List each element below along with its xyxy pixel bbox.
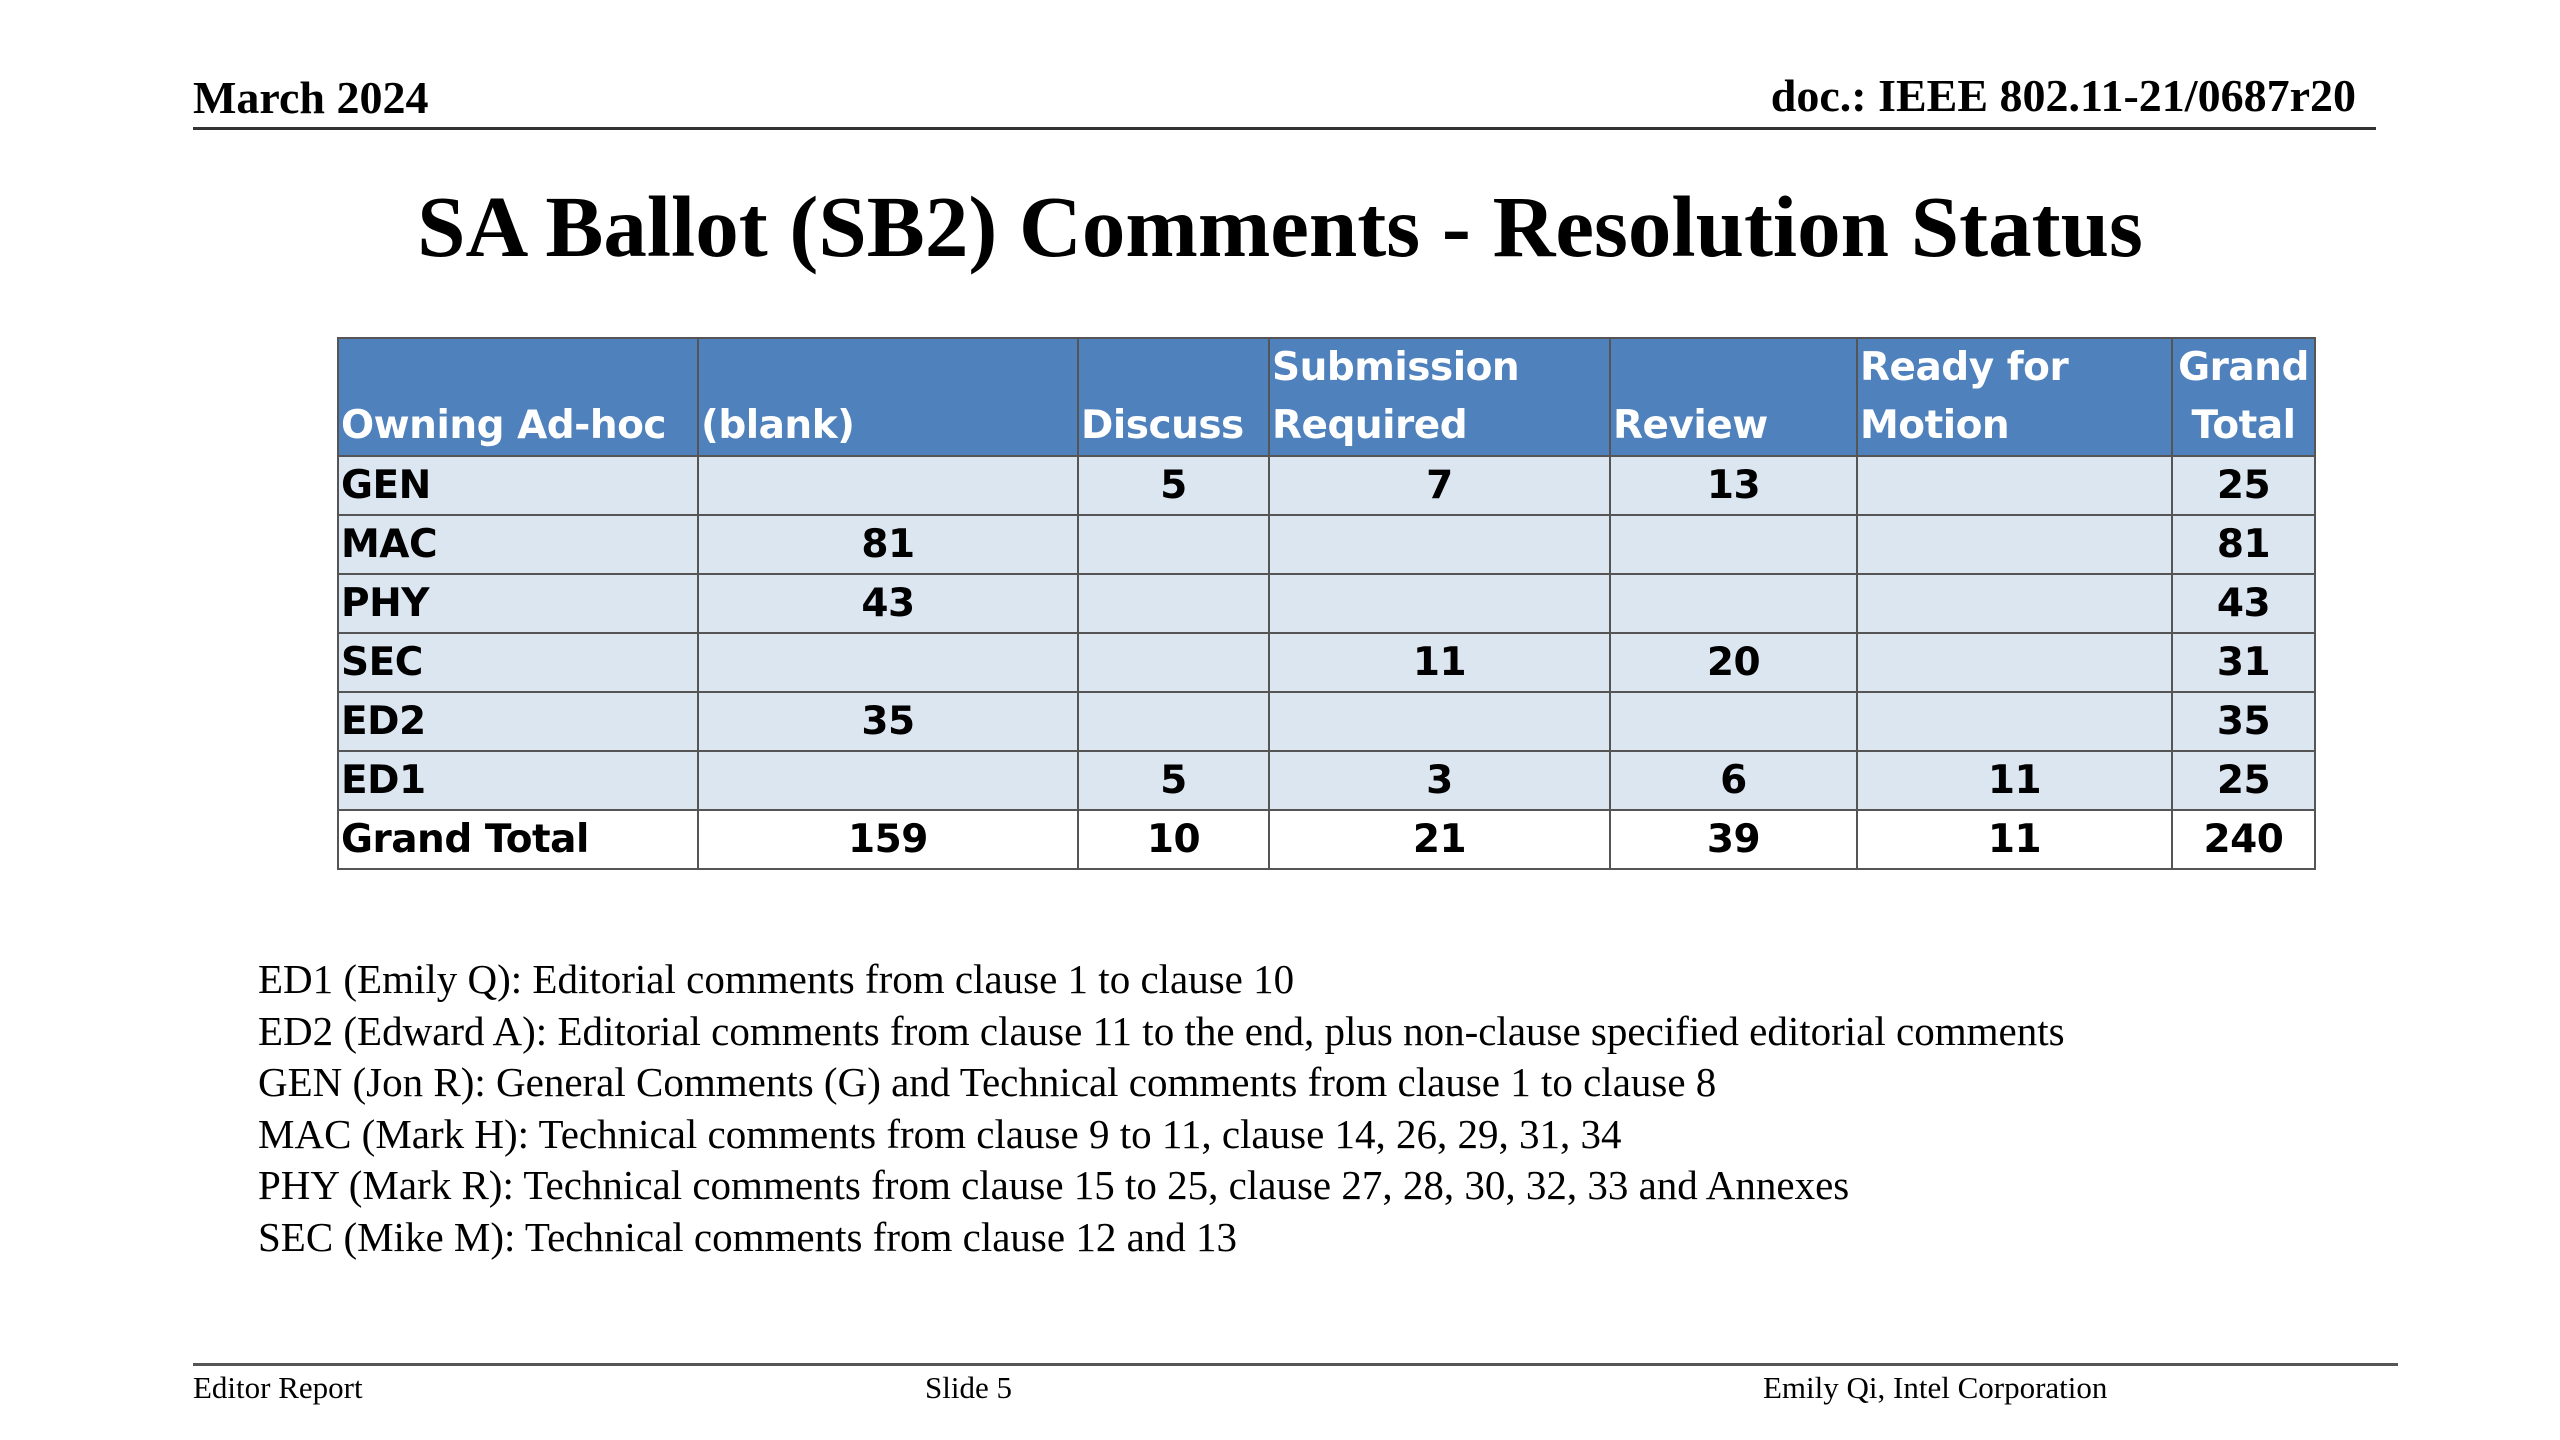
footer-author: Emily Qi, Intel Corporation (1763, 1370, 2108, 1405)
cell-grand-total: 240 (2171, 809, 2316, 870)
cell-discuss (1077, 514, 1270, 575)
row-label: SEC (337, 632, 699, 693)
cell-blank (697, 750, 1079, 811)
cell-submission: 7 (1268, 455, 1611, 516)
row-label: PHY (337, 573, 699, 634)
cell-review: 20 (1609, 632, 1858, 693)
header-doc-id: doc.: IEEE 802.11-21/0687r20 (1770, 70, 2356, 121)
cell-submission (1268, 514, 1611, 575)
cell-submission: 3 (1268, 750, 1611, 811)
cell-grand-total: 25 (2171, 750, 2316, 811)
resolution-status-table: Owning Ad-hoc (blank) Discuss Submission… (337, 337, 2316, 870)
header-review: Review (1609, 337, 1858, 457)
definition-line: PHY (Mark R): Technical comments from cl… (258, 1162, 1850, 1208)
cell-grand-total: 31 (2171, 632, 2316, 693)
table-row: GEN 5 7 13 25 (337, 455, 2316, 516)
header-ready-for-motion: Ready for Motion (1856, 337, 2173, 457)
cell-review (1609, 691, 1858, 752)
cell-blank: 159 (697, 809, 1079, 870)
cell-discuss: 10 (1077, 809, 1270, 870)
cell-submission: 21 (1268, 809, 1611, 870)
cell-review: 39 (1609, 809, 1858, 870)
cell-review: 13 (1609, 455, 1858, 516)
cell-discuss (1077, 573, 1270, 634)
cell-ready (1856, 514, 2173, 575)
cell-ready (1856, 691, 2173, 752)
cell-ready: 11 (1856, 809, 2173, 870)
table-row: PHY 43 43 (337, 573, 2316, 634)
cell-submission (1268, 691, 1611, 752)
cell-submission (1268, 573, 1611, 634)
cell-discuss (1077, 691, 1270, 752)
definition-line: GEN (Jon R): General Comments (G) and Te… (258, 1059, 1717, 1105)
cell-grand-total: 25 (2171, 455, 2316, 516)
header-divider (193, 127, 2376, 130)
cell-grand-total: 43 (2171, 573, 2316, 634)
table-header-row: Owning Ad-hoc (blank) Discuss Submission… (337, 337, 2316, 457)
cell-review (1609, 514, 1858, 575)
definition-line: MAC (Mark H): Technical comments from cl… (258, 1110, 1622, 1157)
header-date: March 2024 (193, 72, 429, 123)
header-blank: (blank) (697, 337, 1079, 457)
cell-ready (1856, 573, 2173, 634)
row-label: ED2 (337, 691, 699, 752)
cell-blank: 43 (697, 573, 1079, 634)
cell-ready (1856, 632, 2173, 693)
row-label: Grand Total (337, 809, 699, 870)
cell-ready: 11 (1856, 750, 2173, 811)
definition-line: ED2 (Edward A): Editorial comments from … (258, 1007, 2065, 1054)
table-row: MAC 81 81 (337, 514, 2316, 575)
slide-title: SA Ballot (SB2) Comments - Resolution St… (417, 178, 2143, 275)
table-row: ED2 35 35 (337, 691, 2316, 752)
definition-line: ED1 (Emily Q): Editorial comments from c… (258, 956, 1295, 1002)
footer-divider (193, 1363, 2398, 1366)
row-label: ED1 (337, 750, 699, 811)
grand-total-row: Grand Total 159 10 21 39 11 240 (337, 809, 2316, 870)
footer-report-name: Editor Report (193, 1370, 363, 1405)
cell-review (1609, 573, 1858, 634)
cell-discuss: 5 (1077, 455, 1270, 516)
table-row: ED1 5 3 6 11 25 (337, 750, 2316, 811)
cell-grand-total: 35 (2171, 691, 2316, 752)
header-submission-required: Submission Required (1268, 337, 1611, 457)
cell-blank (697, 632, 1079, 693)
cell-review: 6 (1609, 750, 1858, 811)
cell-grand-total: 81 (2171, 514, 2316, 575)
definition-line: SEC (Mike M): Technical comments from cl… (258, 1213, 1238, 1260)
cell-blank: 35 (697, 691, 1079, 752)
cell-submission: 11 (1268, 632, 1611, 693)
footer-slide-number: Slide 5 (925, 1370, 1012, 1405)
cell-blank: 81 (697, 514, 1079, 575)
header-discuss: Discuss (1077, 337, 1270, 457)
table-row: SEC 11 20 31 (337, 632, 2316, 693)
header-owning-adhoc: Owning Ad-hoc (337, 337, 699, 457)
header-grand-total: Grand Total (2171, 337, 2316, 457)
cell-discuss (1077, 632, 1270, 693)
row-label: MAC (337, 514, 699, 575)
cell-ready (1856, 455, 2173, 516)
row-label: GEN (337, 455, 699, 516)
adhoc-definitions: ED1 (Emily Q): Editorial comments from c… (258, 954, 2065, 1263)
cell-discuss: 5 (1077, 750, 1270, 811)
cell-blank (697, 455, 1079, 516)
